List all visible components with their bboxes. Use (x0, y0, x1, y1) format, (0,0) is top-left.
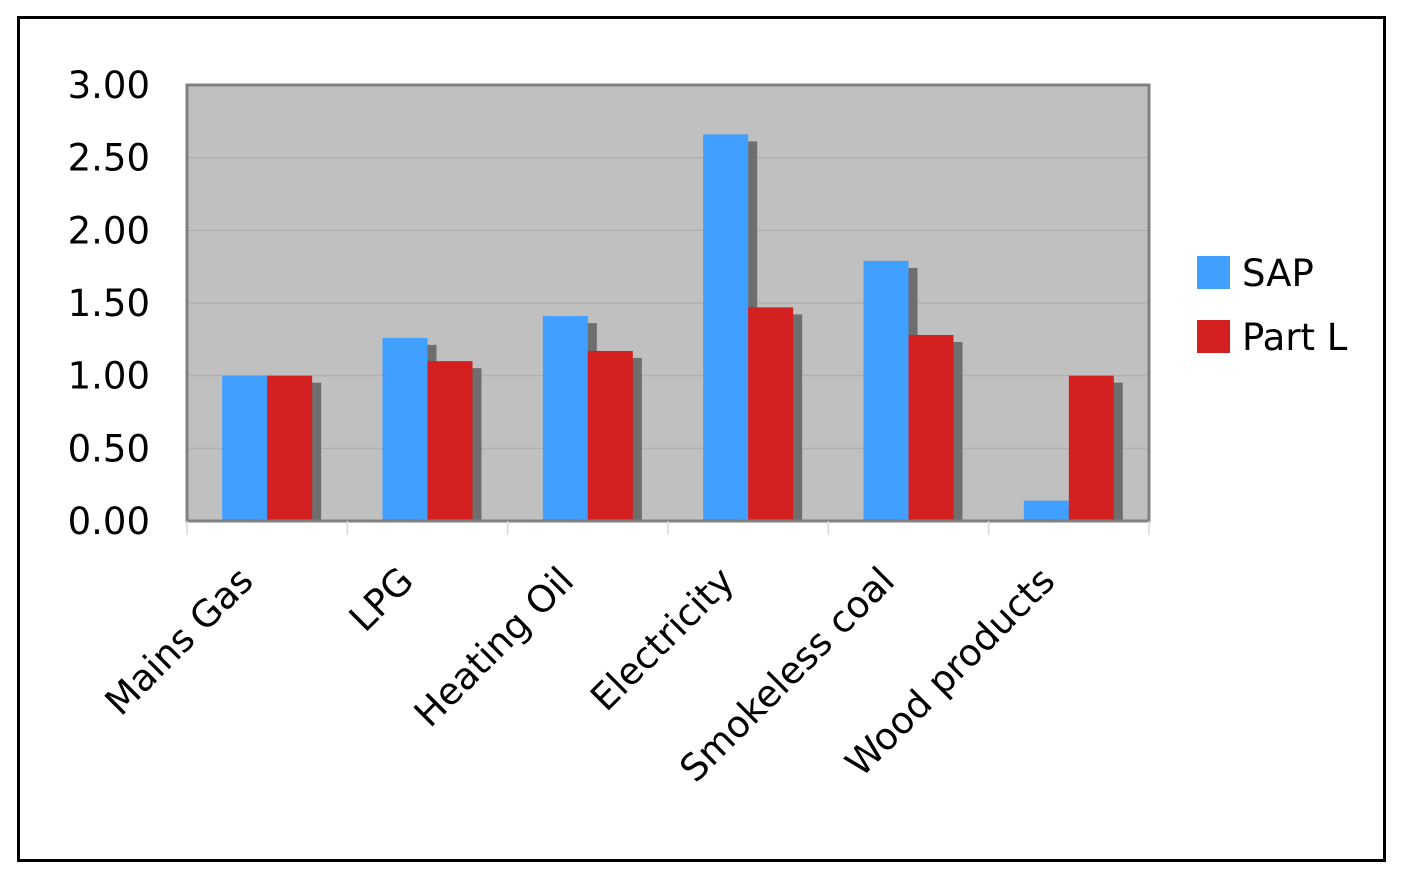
y-tick-label: 0.00 (68, 500, 150, 543)
y-tick-labels: 0.00 0.50 1.00 1.50 2.00 2.50 3.00 (68, 64, 150, 543)
bar-sap-wood-products (1023, 500, 1069, 521)
bar-sap-mains-gas (222, 375, 268, 521)
bar-sap-electricity (703, 134, 749, 521)
x-ticks (186, 521, 1150, 535)
bar-part-l-wood-products (1068, 375, 1114, 521)
y-tick-label: 1.00 (68, 355, 150, 398)
bar-part-l-lpg (427, 361, 473, 521)
x-tick-label-mains-gas: Mains Gas (97, 559, 262, 724)
x-tick-label-lpg: LPG (341, 559, 422, 640)
y-tick-label: 1.50 (68, 282, 150, 325)
y-tick-label: 0.50 (68, 427, 150, 470)
bar-sap-smokeless-coal (863, 260, 909, 521)
legend-label-part-l: Part L (1242, 316, 1348, 359)
legend-label-sap: SAP (1242, 252, 1314, 295)
bar-part-l-electricity (748, 307, 794, 521)
bar-sap-heating-oil (542, 316, 588, 521)
y-tick-label: 2.00 (68, 209, 150, 252)
y-tick-label: 3.00 (68, 64, 150, 107)
legend: SAP Part L (1197, 252, 1348, 359)
bar-sap-lpg (382, 337, 428, 521)
bars (222, 134, 1114, 521)
gridlines (189, 156, 1147, 450)
bar-part-l-smokeless-coal (908, 334, 954, 521)
y-tick-label: 2.50 (68, 137, 150, 180)
legend-swatch-part-l (1197, 320, 1230, 353)
x-tick-label-electricity: Electricity (582, 559, 742, 719)
legend-swatch-sap (1197, 256, 1230, 289)
x-tick-label-heating-oil: Heating Oil (406, 559, 582, 735)
bar-part-l-mains-gas (267, 375, 313, 521)
bar-part-l-heating-oil (587, 350, 633, 521)
